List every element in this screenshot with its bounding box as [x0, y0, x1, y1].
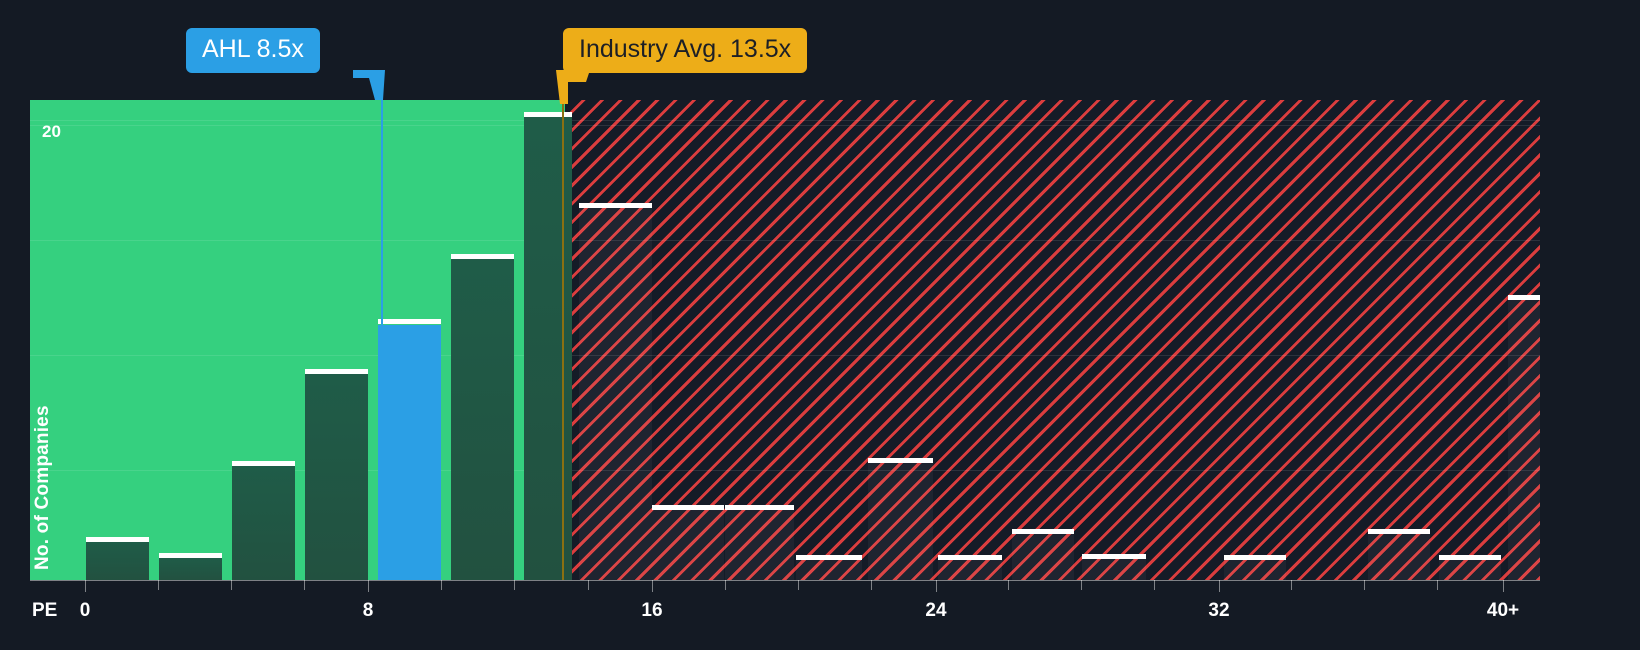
histogram-bar[interactable]	[1368, 529, 1430, 580]
x-axis-minor-tick	[588, 580, 589, 590]
histogram-bar[interactable]	[1012, 529, 1074, 580]
bar-cap	[652, 505, 724, 510]
x-axis-minor-tick	[304, 580, 305, 590]
industry-avg-callout-label: Industry Avg. 13.5x	[579, 35, 792, 63]
bar-cap	[1368, 529, 1430, 534]
y-axis-label: No. of Companies	[32, 405, 53, 570]
bar-cap	[1224, 555, 1286, 560]
histogram-bar[interactable]	[159, 553, 222, 580]
x-axis-tick	[85, 580, 86, 592]
bar-cap	[451, 254, 514, 259]
ahl-callout[interactable]: AHL 8.5x	[186, 28, 320, 73]
histogram-bar[interactable]	[1508, 295, 1540, 580]
histogram-bar[interactable]	[1439, 555, 1501, 580]
x-axis-minor-tick	[1291, 580, 1292, 590]
bar-cap	[868, 458, 933, 463]
gridline	[30, 240, 1540, 241]
plot-area: 20 No. of Companies	[30, 100, 1540, 580]
histogram-bar[interactable]	[378, 319, 441, 580]
gridline	[30, 470, 1540, 471]
histogram-bar[interactable]	[451, 254, 514, 580]
bar-cap	[725, 505, 794, 510]
bar-cap	[86, 537, 149, 542]
histogram-bar[interactable]	[652, 505, 724, 580]
industry-avg-callout-tail	[556, 70, 590, 104]
ahl-marker-line	[381, 100, 383, 580]
x-axis-minor-tick	[514, 580, 515, 590]
bar-cap	[1439, 555, 1501, 560]
x-axis-minor-tick	[1008, 580, 1009, 590]
x-axis-tick	[1503, 580, 1504, 592]
industry-avg-callout[interactable]: Industry Avg. 13.5x	[563, 28, 808, 73]
ahl-callout-label: AHL 8.5x	[202, 35, 304, 63]
gridline	[30, 355, 1540, 356]
x-axis-tick-label: 8	[362, 600, 374, 621]
histogram-bar[interactable]	[232, 461, 295, 580]
bar-cap	[232, 461, 295, 466]
x-axis-tick-label: 0	[79, 600, 91, 621]
histogram-bar[interactable]	[1082, 554, 1146, 580]
x-axis-tick-label: 32	[1208, 600, 1230, 621]
histogram-bar[interactable]	[1224, 555, 1286, 580]
industry-avg-marker-line	[562, 100, 564, 580]
histogram-bar[interactable]	[868, 458, 933, 580]
histogram-bar[interactable]	[796, 555, 862, 580]
x-axis-minor-tick	[1437, 580, 1438, 590]
x-axis-minor-tick	[798, 580, 799, 590]
x-axis-minor-tick	[1154, 580, 1155, 590]
bar-cap	[796, 555, 862, 560]
bar-cap	[938, 555, 1002, 560]
bar-cap	[1508, 295, 1540, 300]
bar-cap	[524, 112, 572, 117]
x-axis-minor-tick	[871, 580, 872, 590]
x-axis-tick-label: 24	[925, 600, 947, 621]
gridline	[30, 120, 1540, 121]
overvalued-zone	[565, 100, 1540, 580]
x-axis-minor-tick	[158, 580, 159, 590]
histogram-bar[interactable]	[305, 369, 368, 580]
x-axis-tick	[652, 580, 653, 592]
x-axis-minor-tick	[231, 580, 232, 590]
x-axis-minor-tick	[1081, 580, 1082, 590]
x-axis-line	[30, 580, 1540, 581]
x-axis-prefix-label: PE	[32, 600, 58, 621]
histogram-bar[interactable]	[86, 537, 149, 580]
histogram-bar[interactable]	[579, 203, 652, 580]
histogram-bar[interactable]	[524, 112, 572, 580]
x-axis-tick	[368, 580, 369, 592]
x-axis-minor-tick	[725, 580, 726, 590]
x-axis-tick-label: 16	[641, 600, 663, 621]
x-axis-tick	[1219, 580, 1220, 592]
histogram-bar[interactable]	[725, 505, 794, 580]
histogram-bar[interactable]	[938, 555, 1002, 580]
bar-cap	[1082, 554, 1146, 559]
bar-cap	[1012, 529, 1074, 534]
bar-cap	[579, 203, 652, 208]
gridline	[30, 125, 1540, 126]
bar-cap	[305, 369, 368, 374]
bar-cap	[378, 319, 441, 324]
ahl-callout-tail	[353, 70, 385, 100]
bar-cap	[159, 553, 222, 558]
x-axis-minor-tick	[1364, 580, 1365, 590]
x-axis-tick	[936, 580, 937, 592]
y-tick-20: 20	[42, 122, 61, 141]
x-axis-minor-tick	[441, 580, 442, 590]
x-axis-tick-label: 40+	[1486, 600, 1520, 621]
